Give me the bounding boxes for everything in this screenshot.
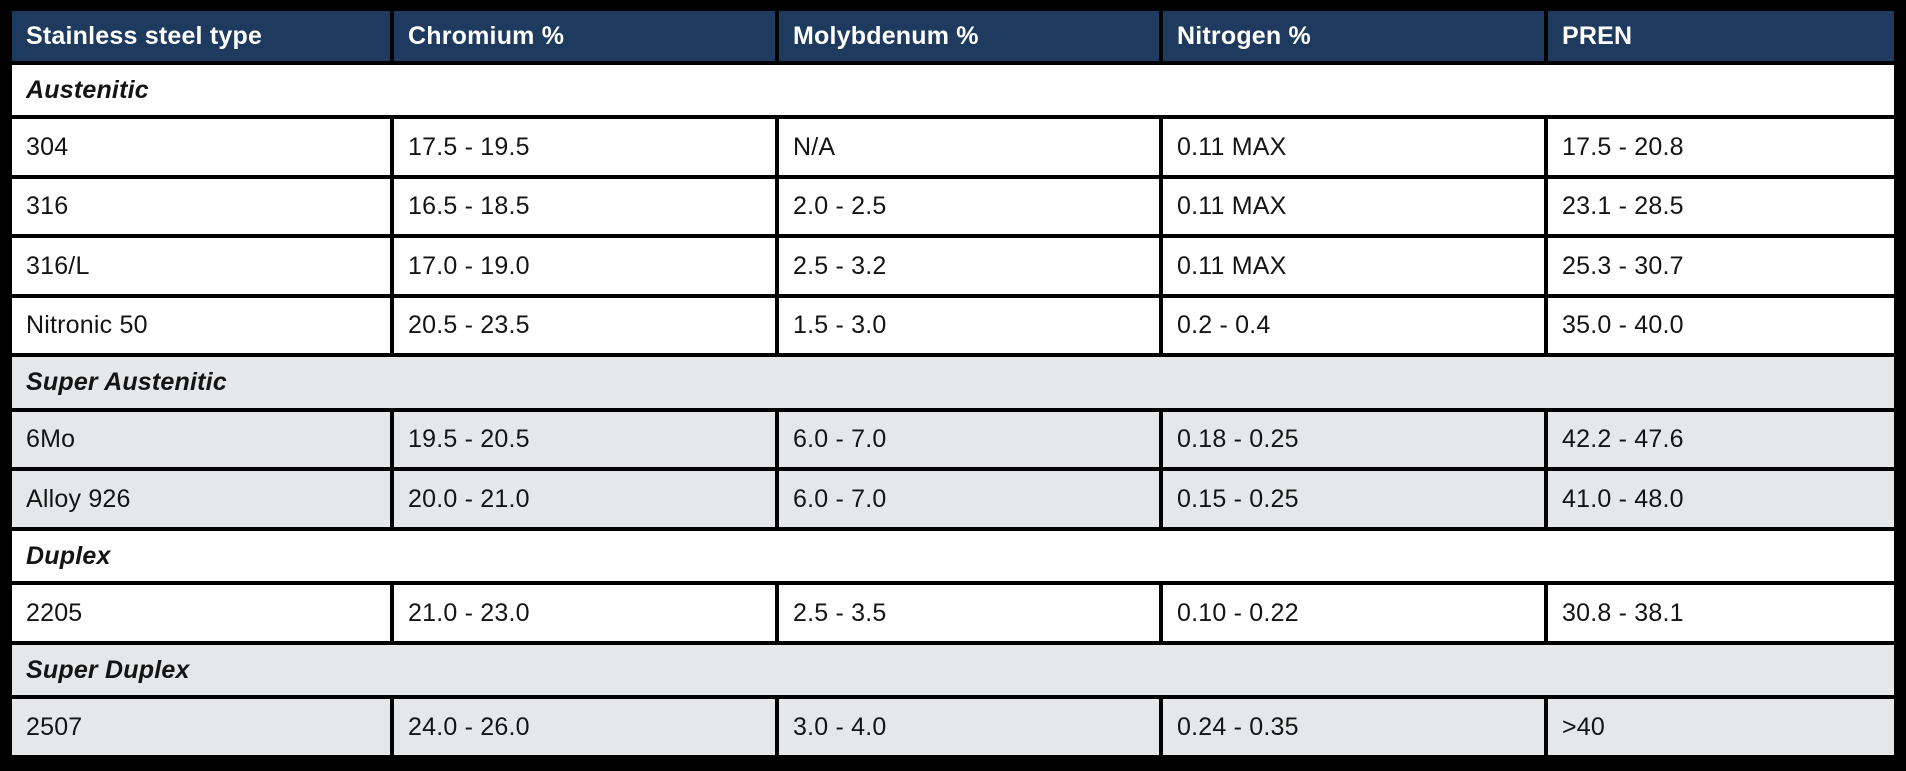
cell-molybdenum: 6.0 - 7.0 <box>775 467 1163 531</box>
cell-nitrogen: 0.2 - 0.4 <box>1159 293 1548 358</box>
cell-chromium: 16.5 - 18.5 <box>390 174 779 239</box>
column-header-molybdenum: Molybdenum % <box>775 7 1163 65</box>
section-row-super-austenitic: Super Austenitic <box>8 353 1898 412</box>
cell-steel-type: 316/L <box>8 234 394 298</box>
cell-chromium: 20.0 - 21.0 <box>390 467 779 531</box>
cell-chromium: 19.5 - 20.5 <box>390 407 779 472</box>
cell-steel-type: 2205 <box>8 581 394 645</box>
cell-nitrogen: 0.11 MAX <box>1159 115 1548 179</box>
cell-pren: 41.0 - 48.0 <box>1544 467 1898 531</box>
table-row-316: 316 16.5 - 18.5 2.0 - 2.5 0.11 MAX 23.1 … <box>8 174 1898 239</box>
cell-pren: 35.0 - 40.0 <box>1544 293 1898 358</box>
section-header: Austenitic <box>8 60 1898 120</box>
cell-molybdenum: 3.0 - 4.0 <box>775 695 1163 759</box>
cell-chromium: 17.5 - 19.5 <box>390 115 779 179</box>
cell-nitrogen: 0.18 - 0.25 <box>1159 407 1548 472</box>
cell-chromium: 24.0 - 26.0 <box>390 695 779 759</box>
cell-nitrogen: 0.24 - 0.35 <box>1159 695 1548 759</box>
column-header-pren: PREN <box>1544 7 1898 65</box>
cell-pren: >40 <box>1544 695 1898 759</box>
table-row-2205: 2205 21.0 - 23.0 2.5 - 3.5 0.10 - 0.22 3… <box>8 581 1898 645</box>
column-header-nitrogen: Nitrogen % <box>1159 7 1548 65</box>
cell-molybdenum: 6.0 - 7.0 <box>775 407 1163 472</box>
table-row-316L: 316/L 17.0 - 19.0 2.5 - 3.2 0.11 MAX 25.… <box>8 234 1898 298</box>
table-row-alloy-926: Alloy 926 20.0 - 21.0 6.0 - 7.0 0.15 - 0… <box>8 467 1898 531</box>
section-row-super-duplex: Super Duplex <box>8 640 1898 700</box>
cell-nitrogen: 0.11 MAX <box>1159 234 1548 298</box>
table-row-304: 304 17.5 - 19.5 N/A 0.11 MAX 17.5 - 20.8 <box>8 115 1898 179</box>
column-header-chromium: Chromium % <box>390 7 779 65</box>
section-header: Super Austenitic <box>8 353 1898 412</box>
table-row-6mo: 6Mo 19.5 - 20.5 6.0 - 7.0 0.18 - 0.25 42… <box>8 407 1898 472</box>
cell-molybdenum: 2.5 - 3.2 <box>775 234 1163 298</box>
column-header-steel-type: Stainless steel type <box>8 7 394 65</box>
cell-pren: 42.2 - 47.6 <box>1544 407 1898 472</box>
cell-chromium: 21.0 - 23.0 <box>390 581 779 645</box>
section-header: Duplex <box>8 526 1898 586</box>
cell-nitrogen: 0.15 - 0.25 <box>1159 467 1548 531</box>
cell-steel-type: 304 <box>8 115 394 179</box>
cell-chromium: 17.0 - 19.0 <box>390 234 779 298</box>
cell-nitrogen: 0.11 MAX <box>1159 174 1548 239</box>
cell-molybdenum: 1.5 - 3.0 <box>775 293 1163 358</box>
cell-pren: 23.1 - 28.5 <box>1544 174 1898 239</box>
section-header: Super Duplex <box>8 640 1898 700</box>
stainless-steel-pren-table: Stainless steel type Chromium % Molybden… <box>8 7 1898 759</box>
cell-molybdenum: 2.0 - 2.5 <box>775 174 1163 239</box>
cell-steel-type: Nitronic 50 <box>8 293 394 358</box>
table-row-2507: 2507 24.0 - 26.0 3.0 - 4.0 0.24 - 0.35 >… <box>8 695 1898 759</box>
cell-pren: 30.8 - 38.1 <box>1544 581 1898 645</box>
cell-pren: 17.5 - 20.8 <box>1544 115 1898 179</box>
section-row-austenitic: Austenitic <box>8 60 1898 120</box>
header-row: Stainless steel type Chromium % Molybden… <box>8 7 1898 65</box>
section-row-duplex: Duplex <box>8 526 1898 586</box>
cell-steel-type: 2507 <box>8 695 394 759</box>
cell-nitrogen: 0.10 - 0.22 <box>1159 581 1548 645</box>
table-row-nitronic-50: Nitronic 50 20.5 - 23.5 1.5 - 3.0 0.2 - … <box>8 293 1898 358</box>
cell-steel-type: 316 <box>8 174 394 239</box>
cell-molybdenum: N/A <box>775 115 1163 179</box>
cell-steel-type: Alloy 926 <box>8 467 394 531</box>
cell-steel-type: 6Mo <box>8 407 394 472</box>
cell-pren: 25.3 - 30.7 <box>1544 234 1898 298</box>
cell-molybdenum: 2.5 - 3.5 <box>775 581 1163 645</box>
cell-chromium: 20.5 - 23.5 <box>390 293 779 358</box>
